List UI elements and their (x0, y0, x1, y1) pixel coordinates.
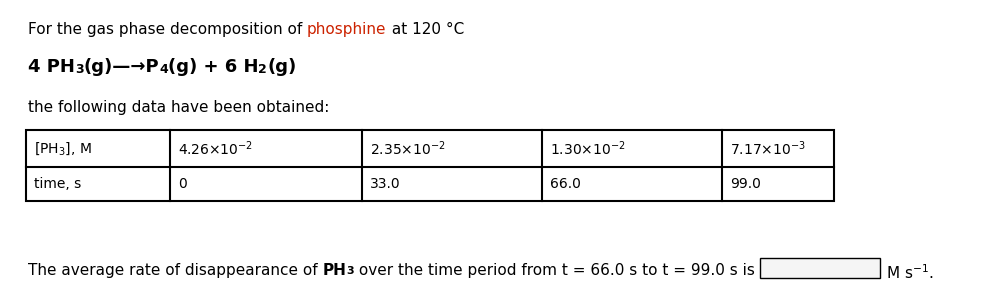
Bar (26, 130, 834, 201)
Text: 2: 2 (259, 63, 267, 76)
Text: phosphine: phosphine (307, 22, 386, 37)
Text: PH: PH (323, 263, 346, 278)
Text: 1.30×10$^{-2}$: 1.30×10$^{-2}$ (549, 139, 625, 158)
Text: (g)—→P: (g)—→P (83, 58, 159, 76)
Text: 3: 3 (346, 266, 354, 276)
Text: 7.17×10$^{-3}$: 7.17×10$^{-3}$ (729, 139, 805, 158)
Text: 4: 4 (159, 63, 167, 76)
Text: 4 PH: 4 PH (28, 58, 75, 76)
Text: 4.26×10$^{-2}$: 4.26×10$^{-2}$ (177, 139, 253, 158)
Text: 66.0: 66.0 (549, 177, 580, 191)
Bar (760, 258, 879, 278)
Text: (g): (g) (267, 58, 296, 76)
Text: time, s: time, s (34, 177, 81, 191)
Text: over the time period from t = 66.0 s to t = 99.0 s is: over the time period from t = 66.0 s to … (354, 263, 755, 278)
Text: 3: 3 (75, 63, 83, 76)
Text: the following data have been obtained:: the following data have been obtained: (28, 100, 329, 115)
Text: For the gas phase decomposition of: For the gas phase decomposition of (28, 22, 307, 37)
Text: 2.35×10$^{-2}$: 2.35×10$^{-2}$ (370, 139, 445, 158)
Text: at 120 °C: at 120 °C (386, 22, 463, 37)
Text: The average rate of disappearance of: The average rate of disappearance of (28, 263, 323, 278)
Text: 0: 0 (177, 177, 186, 191)
Text: 33.0: 33.0 (370, 177, 400, 191)
Text: (g) + 6 H: (g) + 6 H (167, 58, 259, 76)
Text: [PH$_3$], M: [PH$_3$], M (34, 140, 92, 157)
Text: M s$^{-1}$.: M s$^{-1}$. (885, 263, 933, 282)
Text: 99.0: 99.0 (729, 177, 761, 191)
